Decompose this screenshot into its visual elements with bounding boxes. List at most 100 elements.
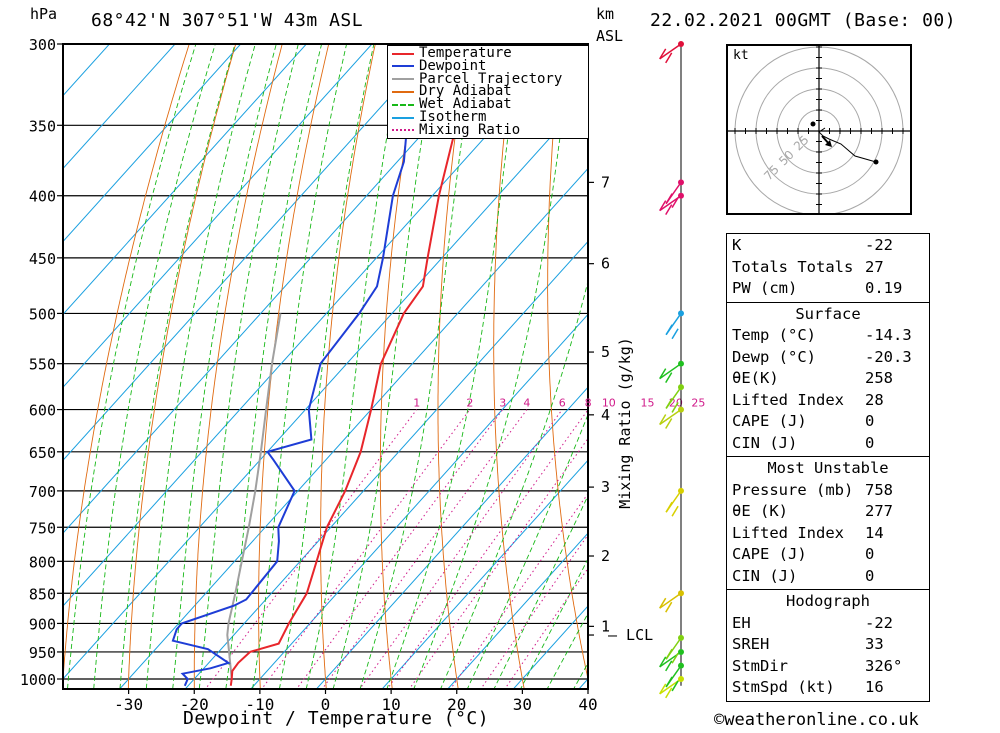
wind-barb: [659, 363, 682, 380]
general-indices: K -22 Totals Totals 27 PW (cm) 0.19: [727, 234, 929, 303]
credit-link[interactable]: ©weatheronline.co.uk: [714, 710, 919, 730]
hodograph-panel: kt 25 50 75: [726, 44, 912, 215]
dry-adiabat-line: [978, 26, 1000, 705]
wind-barb-feather: [665, 372, 673, 383]
mixing-ratio-label: 25: [691, 397, 705, 410]
temp-tick-label: 20: [447, 695, 466, 714]
pressure-tick-label: 550: [29, 356, 56, 374]
wind-barb-feather: [659, 200, 667, 212]
mixing-ratio-label: 1: [413, 397, 420, 410]
indices-value: 277: [865, 502, 893, 520]
pressure-tick-label: 350: [29, 117, 56, 135]
wind-barb-feather: [671, 505, 679, 517]
run-datetime: 22.02.2021 00GMT (Base: 00): [650, 10, 957, 31]
indices-row: θE (K) 277: [727, 501, 929, 523]
wind-barb-feather: [671, 328, 679, 340]
mixing-ratio-label: 8: [585, 397, 592, 410]
indices-row: CAPE (J) 0: [727, 544, 929, 566]
temp-tick-label: 30: [513, 695, 532, 714]
mixing-ratio-label: 6: [559, 397, 566, 410]
indices-row: Lifted Index 28: [727, 390, 929, 412]
wet-adiabat-line: [439, 279, 588, 689]
wet-adiabat-line: [252, 44, 348, 689]
legend-label: Wet Adiabat: [419, 96, 512, 113]
indices-value: 33: [865, 635, 884, 653]
legend-swatch: [392, 90, 414, 93]
legend-label: Isotherm: [419, 109, 487, 125]
wet-adiabat-line: [520, 557, 588, 689]
wind-barb-feather: [659, 368, 667, 379]
isotherm-line: [315, 386, 588, 689]
mixing-ratio-axis-title: Mixing Ratio (g/kg): [616, 337, 634, 509]
pressure-tick-label: 650: [29, 444, 56, 462]
mixing-ratio-line: [504, 567, 588, 689]
indices-table: K -22 Totals Totals 27 PW (cm) 0.19 Surface Te…: [726, 233, 930, 702]
wind-barb-feather: [659, 683, 667, 695]
wind-barb-feather: [665, 676, 673, 688]
mixing-ratio-label: 15: [641, 397, 655, 410]
indices-label: CAPE (J): [732, 545, 807, 563]
wind-barb-feather: [665, 648, 673, 660]
dry-adiabat-line: [258, 44, 330, 689]
lcl-label: – LCL: [608, 626, 653, 644]
legend-swatch: [392, 65, 414, 68]
isotherm-line: [118, 167, 588, 689]
pressure-tick-label: 400: [29, 188, 56, 206]
legend-label: Dry Adiabat: [419, 83, 512, 100]
wet-adiabat-line: [413, 44, 573, 689]
legend-swatch: [392, 116, 414, 119]
legend-entry: Parcel Trajectory: [392, 72, 562, 86]
wind-barb-feather: [659, 48, 667, 60]
km-unit-label: km: [596, 5, 615, 23]
wet-adiabat-line: [278, 44, 375, 689]
indices-value: 27: [865, 257, 884, 276]
temp-tick-label: -10: [245, 695, 274, 714]
dewpoint-profile: [171, 44, 426, 687]
legend-label: Mixing Ratio: [419, 121, 521, 138]
wet-adiabat-line: [145, 44, 256, 689]
mixing-ratio-line: [204, 409, 418, 689]
wet-adiabat-line: [386, 44, 522, 689]
wind-barb-feather: [665, 398, 673, 409]
pressure-tick-label: 1000: [20, 671, 56, 689]
indices-row: PW (cm) 0.19: [727, 278, 929, 300]
wind-barb-feather: [659, 414, 667, 425]
indices-label: CIN (J): [732, 566, 798, 585]
pressure-tick-label: 300: [29, 36, 56, 54]
most-unstable-indices: Most Unstable Pressure (mb) 758 θE (K) 277 Li…: [727, 457, 929, 590]
indices-row: θE(K) 258: [727, 368, 929, 390]
indices-label: Pressure (mb): [732, 480, 854, 499]
indices-row: CAPE (J) 0: [727, 411, 929, 433]
mixing-ratio-line: [321, 409, 528, 689]
mixing-ratio-line: [408, 437, 588, 689]
legend-swatch: [392, 129, 414, 132]
dry-adiabat-line: [127, 44, 237, 689]
legend-entry: Isotherm: [392, 109, 487, 125]
indices-value: 14: [865, 523, 884, 542]
wet-adiabat-line: [172, 44, 277, 689]
indices-row: Totals Totals 27: [727, 257, 929, 279]
mixing-ratio-label: 3: [499, 397, 506, 410]
indices-value: 0: [865, 566, 875, 585]
pressure-unit-label: hPa: [30, 5, 58, 23]
indices-label: Totals Totals: [732, 257, 854, 276]
km-tick-label: 4: [601, 406, 610, 424]
wind-barb-feather: [665, 660, 673, 672]
hodograph-indices: Hodograph EH -22 SREH 33 StmDir 326° StmSpd (kt…: [727, 590, 929, 701]
parcel-trajectory-profile: [226, 313, 282, 680]
wet-adiabat-line: [466, 413, 588, 689]
indices-row: EH -22: [727, 613, 929, 635]
wet-adiabat-line: [359, 44, 477, 689]
wet-adiabat-line: [332, 44, 439, 689]
wind-barb-feather: [665, 687, 673, 699]
isotherm-line: [63, 44, 373, 389]
surface-indices: Surface Temp (°C) -14.3 Dewp (°C) -20.3 θE(K)…: [727, 303, 929, 457]
indices-row: CIN (J) 0: [727, 566, 929, 588]
isotherm-line: [63, 44, 176, 170]
wind-barb: [659, 592, 682, 609]
hodograph-ring-label: 25: [791, 133, 812, 154]
dry-adiabat-line: [320, 44, 376, 689]
legend-entry: Temperature: [392, 46, 512, 60]
mixing-ratio-label: 2: [466, 397, 473, 410]
legend-swatch: [392, 52, 414, 55]
